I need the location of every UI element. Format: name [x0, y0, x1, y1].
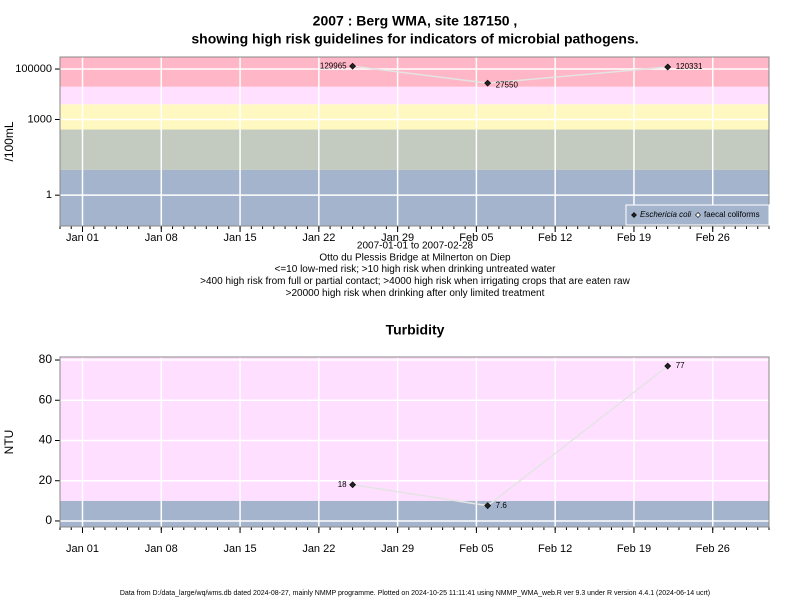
y-tick-label: 1000 [28, 113, 52, 125]
data-label: 120331 [676, 62, 703, 71]
legend-marker [631, 212, 637, 218]
data-point [349, 62, 357, 70]
x-tick-label: Jan 22 [302, 543, 335, 555]
note: Otto du Plessis Bridge at Milnerton on D… [319, 252, 511, 263]
data-point [484, 79, 492, 87]
x-tick-label: Jan 08 [145, 232, 178, 244]
y-tick-label: 0 [45, 513, 52, 527]
y-tick-label: 40 [39, 433, 53, 447]
risk-band [60, 357, 769, 501]
risk-band [60, 57, 769, 87]
note: >20000 high risk when drinking after onl… [286, 288, 545, 299]
chart-subtitle: showing high risk guidelines for indicat… [191, 31, 638, 47]
data-point [664, 63, 672, 71]
footer: Data from D:/data_large/wq/wms.db dated … [120, 590, 710, 597]
y-tick-label: 1 [46, 189, 52, 201]
x-tick-label: Jan 22 [302, 232, 335, 244]
x-tick-label: Feb 12 [538, 543, 572, 555]
legend-label: Eschericia coli [640, 210, 691, 219]
x-tick-label: Jan 01 [66, 543, 99, 555]
x-tick-label: Jan 15 [224, 232, 257, 244]
legend-label: faecal coliforms [704, 210, 760, 219]
note: <=10 low-med risk; >10 high risk when dr… [275, 264, 557, 275]
x-tick-label: Feb 26 [696, 232, 730, 244]
x-tick-label: Feb 19 [617, 232, 651, 244]
legend-marker [695, 212, 701, 218]
x-tick-label: Jan 15 [224, 543, 257, 555]
y-tick-label: 80 [39, 352, 53, 366]
data-label: 18 [338, 480, 347, 489]
note: 2007-01-01 to 2007-02-28 [357, 241, 474, 252]
y-axis-label: /100mL [2, 121, 16, 161]
x-tick-label: Jan 29 [381, 232, 414, 244]
plot-frame [59, 56, 770, 227]
y-tick-label: 100000 [15, 63, 52, 75]
data-point [349, 481, 357, 489]
plot-frame [59, 356, 770, 528]
x-tick-label: Feb 26 [696, 543, 730, 555]
data-label: 27550 [496, 80, 519, 89]
y-tick-label: 60 [39, 392, 53, 406]
y-tick-label: 20 [39, 473, 53, 487]
data-label: 129965 [320, 61, 347, 70]
chart-title: Turbidity [386, 322, 445, 338]
data-label: 77 [676, 361, 685, 370]
y-axis-label: NTU [2, 430, 16, 455]
x-tick-label: Feb 05 [459, 543, 493, 555]
data-point [664, 362, 672, 370]
x-tick-label: Feb 05 [459, 232, 493, 244]
risk-band [60, 104, 769, 130]
chart-title: 2007 : Berg WMA, site 187150 , [313, 13, 518, 29]
note: >400 high risk from full or partial cont… [200, 276, 630, 287]
x-tick-label: Feb 19 [617, 543, 651, 555]
risk-band [60, 129, 769, 170]
risk-band [60, 500, 769, 527]
x-tick-label: Jan 29 [381, 543, 414, 555]
data-label: 7.6 [496, 501, 508, 510]
x-tick-label: Feb 12 [538, 232, 572, 244]
x-tick-label: Jan 08 [145, 543, 178, 555]
data-point [484, 502, 492, 510]
x-tick-label: Jan 01 [66, 232, 99, 244]
risk-band [60, 86, 769, 105]
